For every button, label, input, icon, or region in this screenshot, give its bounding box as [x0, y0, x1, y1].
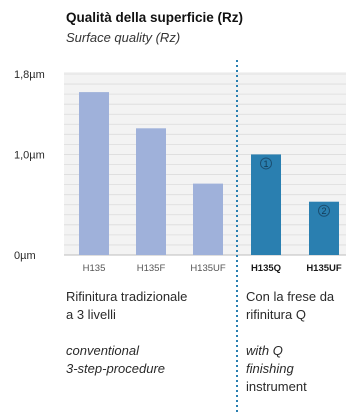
caption-line: instrument — [246, 379, 307, 394]
bar-marker-circle — [318, 204, 330, 217]
x-tick-label: H135F — [137, 263, 166, 274]
x-tick-label: H135UF — [306, 263, 342, 274]
bar — [251, 154, 281, 255]
caption-line: Rifinitura tradizionale — [66, 289, 188, 304]
caption-line: a 3 livelli — [66, 307, 116, 322]
y-tick-label: 1,0µm — [14, 149, 45, 161]
caption-line: Con la frese da — [246, 289, 335, 304]
y-tick-label: 1,8µm — [14, 69, 45, 81]
x-tick-label: H135UF — [190, 263, 226, 274]
bar — [136, 128, 166, 255]
caption-conventional-it: Rifinitura tradizionale a 3 livelli — [66, 288, 187, 324]
caption-line: conventional — [66, 343, 139, 358]
bar — [309, 201, 339, 255]
caption-q-it: Con la frese da rifinitura Q — [246, 288, 334, 324]
caption-line: finishing — [246, 361, 294, 376]
bar — [193, 183, 223, 255]
bar — [79, 92, 109, 255]
x-tick-label: H135Q — [251, 263, 281, 274]
x-tick-label: H135 — [83, 263, 106, 274]
chart-title: Qualità della superficie (Rz) — [66, 10, 244, 25]
caption-line: rifinitura Q — [246, 307, 306, 322]
chart-subtitle: Surface quality (Rz) — [66, 30, 181, 45]
caption-conventional-en: conventional 3-step-procedure — [66, 342, 165, 378]
bar-marker-circle — [260, 157, 272, 170]
bar-marker-label: 1 — [263, 159, 268, 169]
y-tick-label: 0µm — [14, 250, 36, 262]
caption-line: with Q — [246, 343, 283, 358]
caption-q-en: with Q finishing instrument — [246, 342, 307, 396]
caption-line: 3-step-procedure — [66, 361, 165, 376]
bar-marker-label: 2 — [321, 206, 326, 216]
